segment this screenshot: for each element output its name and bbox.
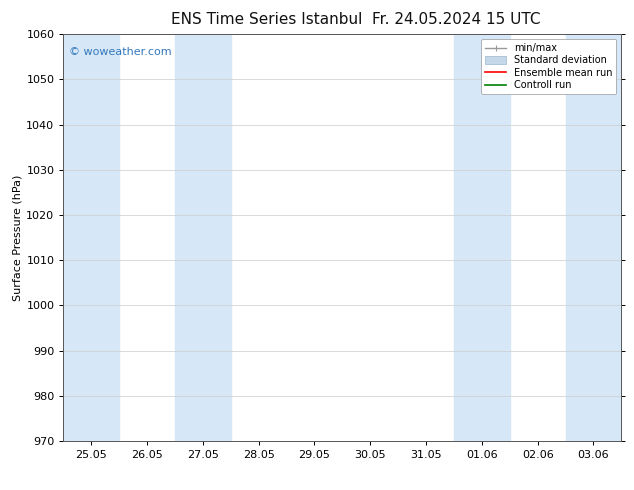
Text: Fr. 24.05.2024 15 UTC: Fr. 24.05.2024 15 UTC [372, 12, 541, 27]
Y-axis label: Surface Pressure (hPa): Surface Pressure (hPa) [12, 174, 22, 301]
Bar [566, 34, 621, 441]
Text: ENS Time Series Istanbul: ENS Time Series Istanbul [171, 12, 362, 27]
Text: © woweather.com: © woweather.com [69, 47, 172, 56]
Bar [454, 34, 510, 441]
Bar [63, 34, 119, 441]
Legend: min/max, Standard deviation, Ensemble mean run, Controll run: min/max, Standard deviation, Ensemble me… [481, 39, 616, 94]
Bar [175, 34, 231, 441]
